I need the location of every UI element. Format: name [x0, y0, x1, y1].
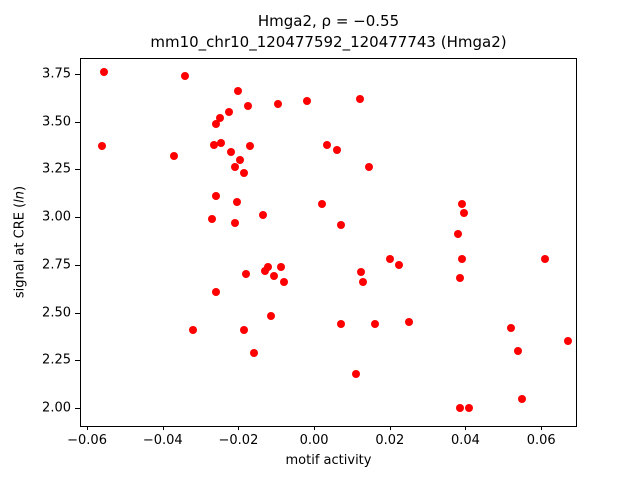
plot-subtitle: mm10_chr10_120477592_120477743 (Hmga2)	[150, 33, 507, 51]
scatter-point	[404, 318, 413, 327]
scatter-point	[240, 169, 249, 178]
scatter-point	[276, 262, 285, 271]
plot-title: Hmga2, ρ = −0.55	[257, 12, 400, 30]
scatter-point	[457, 255, 466, 264]
scatter-point	[385, 255, 394, 264]
scatter-point	[514, 346, 523, 355]
scatter-point	[518, 394, 527, 403]
scatter-point	[302, 96, 311, 105]
x-tick-mark	[162, 426, 164, 430]
y-tick-label: 3.75	[42, 66, 71, 82]
y-tick-label: 3.50	[42, 114, 71, 130]
scatter-point	[455, 274, 464, 283]
scatter-point	[209, 140, 218, 149]
y-tick-mark	[75, 408, 80, 410]
x-tick-mark	[87, 426, 89, 430]
scatter-point	[336, 320, 345, 329]
x-axis-label: motif activity	[285, 453, 372, 468]
scatter-point	[242, 270, 250, 279]
scatter-point	[270, 272, 279, 281]
x-tick-label: −0.02	[218, 433, 259, 448]
scatter-point	[98, 142, 107, 151]
x-tick-mark	[465, 426, 467, 430]
y-axis-label: signal at CRE (ln)	[13, 186, 28, 298]
y-tick-label: 3.25	[42, 161, 71, 177]
scatter-point	[457, 199, 466, 208]
x-tick-mark	[238, 426, 240, 430]
scatter-point	[215, 113, 224, 122]
x-tick-label: 0.00	[299, 433, 329, 448]
x-tick-label: 0.06	[526, 433, 556, 448]
y-tick-label: 2.25	[42, 352, 71, 368]
y-axis-label-suffix: )	[12, 185, 28, 191]
scatter-point	[243, 102, 252, 111]
scatter-point	[263, 262, 272, 271]
scatter-point	[364, 163, 373, 172]
scatter-point	[230, 218, 239, 227]
scatter-point	[357, 268, 366, 277]
scatter-point	[370, 320, 379, 329]
scatter-point	[355, 94, 364, 103]
axes: −0.06 −0.04 −0.02 0.00 0.02 0.04 0.06 2.00 2.25 2…	[42, 58, 577, 448]
scatter-point	[395, 260, 404, 269]
scatter-point	[234, 87, 243, 96]
scatter-point	[259, 211, 268, 220]
scatter-point	[181, 71, 190, 80]
scatter-point	[245, 142, 254, 151]
scatter-point	[236, 155, 245, 164]
x-tick-mark	[389, 426, 391, 430]
scatter-point	[455, 404, 464, 413]
y-tick-mark	[75, 312, 80, 314]
y-tick-mark	[75, 169, 80, 171]
x-tick-mark	[314, 426, 316, 430]
scatter-point	[358, 278, 367, 287]
scatter-point	[563, 337, 572, 346]
x-tick-label: −0.04	[142, 433, 183, 448]
scatter-point	[189, 325, 198, 334]
scatter-point	[230, 163, 239, 172]
scatter-point	[465, 404, 474, 413]
scatter-point	[459, 209, 468, 218]
x-tick-mark	[541, 426, 543, 430]
scatter-point	[274, 100, 283, 109]
scatter-point	[260, 266, 269, 275]
x-tick-label: 0.04	[451, 433, 480, 448]
y-tick-label: 3.00	[42, 209, 71, 225]
scatter-point	[170, 152, 179, 160]
y-tick-mark	[75, 217, 80, 219]
scatter-point	[317, 199, 326, 208]
scatter-point	[224, 108, 233, 117]
scatter-point	[240, 325, 249, 334]
scatter-point	[540, 255, 549, 264]
y-axis-label-italic: ln	[12, 190, 28, 203]
y-tick-label: 2.50	[42, 305, 71, 321]
scatter-point	[332, 146, 341, 155]
y-tick-label: 2.00	[42, 400, 71, 416]
scatter-point	[211, 192, 220, 201]
scatter-point	[226, 148, 235, 157]
y-tick-mark	[75, 121, 80, 123]
scatter-point	[279, 278, 288, 287]
scatter-point	[351, 369, 360, 378]
scatter-point	[266, 312, 275, 321]
scatter-point	[100, 67, 109, 76]
scatter-point	[232, 197, 241, 206]
scatter-point	[323, 140, 332, 149]
scatter-point	[453, 230, 462, 239]
y-axis-label-prefix: signal at CRE (	[12, 202, 28, 299]
scatter-point	[217, 138, 226, 147]
y-tick-label: 2.75	[42, 257, 71, 273]
x-tick-label: 0.02	[375, 433, 405, 448]
scatter-point	[211, 119, 220, 128]
scatter-point	[211, 287, 220, 296]
scatter-point	[207, 215, 216, 223]
y-tick-mark	[75, 360, 80, 362]
y-tick-mark	[75, 73, 80, 75]
x-tick-label: −0.06	[67, 433, 107, 448]
scatter-point	[336, 220, 345, 229]
y-tick-mark	[75, 264, 80, 266]
scatter-point	[249, 348, 258, 357]
scatter-point	[506, 323, 515, 332]
